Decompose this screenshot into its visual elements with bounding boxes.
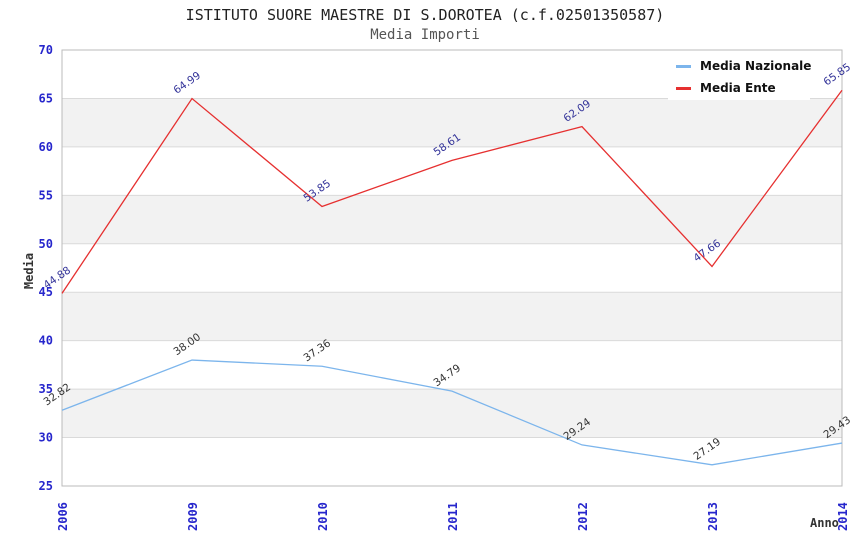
series-line-media-nazionale xyxy=(61,359,843,466)
y-tick-label: 40 xyxy=(39,334,53,348)
legend-item-media-ente: Media Ente xyxy=(676,77,810,99)
grid-band xyxy=(62,195,842,244)
data-label-media-nazionale: 34.79 xyxy=(432,362,464,389)
y-tick-label: 30 xyxy=(39,431,53,445)
y-tick-label: 45 xyxy=(39,285,53,299)
x-tick-label: 2010 xyxy=(316,502,330,531)
x-tick-label: 2014 xyxy=(836,502,850,531)
grid-band xyxy=(62,389,842,438)
grid-band xyxy=(62,292,842,341)
legend-item-media-nazionale: Media Nazionale xyxy=(676,55,812,77)
x-tick-label: 2011 xyxy=(446,502,460,531)
y-tick-label: 25 xyxy=(39,479,53,493)
legend-swatch-media-ente-icon xyxy=(676,86,691,90)
chart-title: ISTITUTO SUORE MAESTRE DI S.DOROTEA (c.f… xyxy=(185,6,665,24)
plot-border xyxy=(61,49,843,487)
grid-band xyxy=(62,98,842,147)
data-label-media-ente: 64.99 xyxy=(172,70,204,97)
legend: Media Nazionale Media Ente xyxy=(668,52,812,100)
y-tick-label: 35 xyxy=(39,382,53,396)
chart-subtitle: Media Importi xyxy=(370,27,480,43)
y-tick-label: 70 xyxy=(39,43,53,57)
legend-label-media-nazionale: Media Nazionale xyxy=(700,59,812,73)
x-tick-label: 2012 xyxy=(576,502,590,531)
data-label-media-nazionale: 27.19 xyxy=(692,436,724,463)
y-tick-label: 55 xyxy=(39,188,53,202)
x-axis-title: Anno xyxy=(810,516,839,530)
y-tick-label: 60 xyxy=(39,140,53,154)
x-tick-label: 2009 xyxy=(186,502,200,531)
legend-label-media-ente: Media Ente xyxy=(700,81,776,95)
series-line-media-ente xyxy=(61,89,843,294)
y-tick-label: 65 xyxy=(39,91,53,105)
x-tick-label: 2006 xyxy=(56,502,70,531)
data-label-media-ente: 65.85 xyxy=(822,61,850,88)
x-tick-label: 2013 xyxy=(706,502,720,531)
y-tick-label: 50 xyxy=(39,237,53,251)
y-axis-title: Media xyxy=(22,252,36,290)
legend-swatch-media-nazionale-icon xyxy=(676,64,691,68)
data-label-media-ente: 44.88 xyxy=(42,264,74,291)
